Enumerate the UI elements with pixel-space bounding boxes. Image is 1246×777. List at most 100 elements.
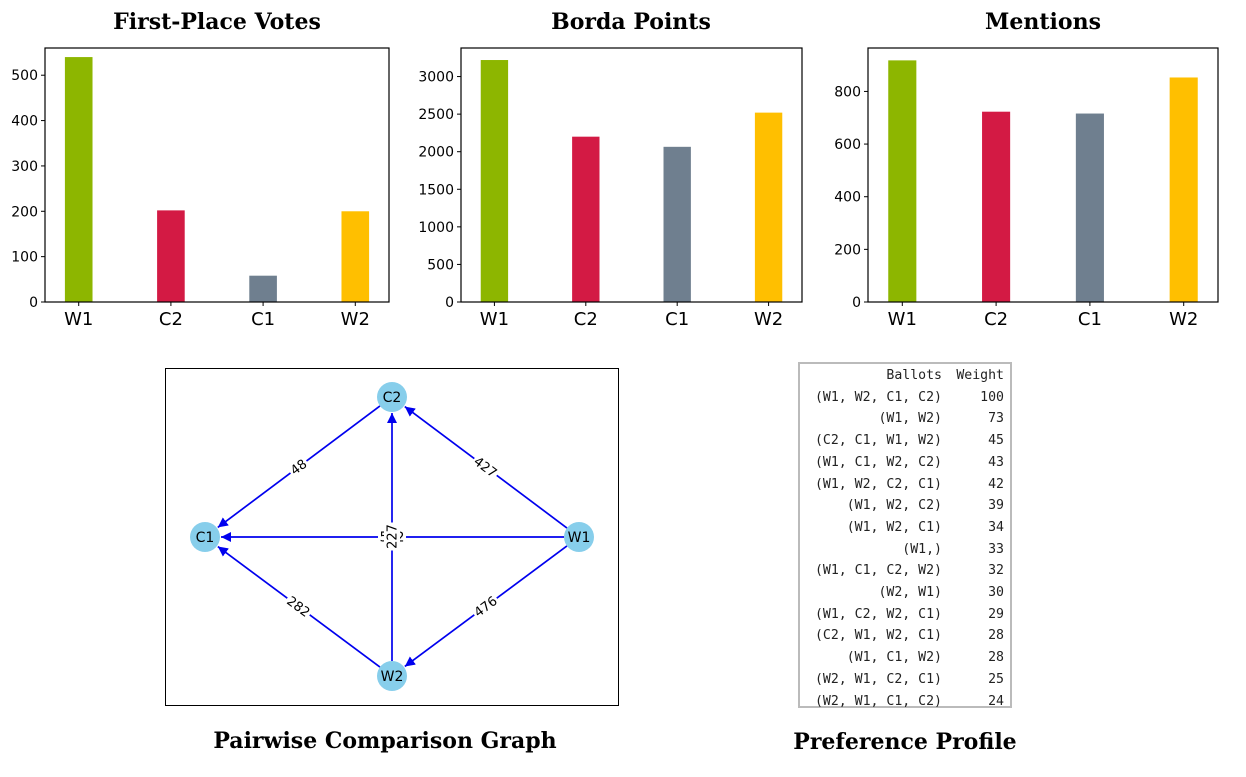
- table-row: (W1, W2, C2, C1) 42: [802, 474, 1006, 496]
- bar-c1: [249, 275, 277, 302]
- chart-title-mentions: Mentions: [985, 9, 1101, 35]
- y-tick-label: 1000: [418, 220, 454, 236]
- header-ballots: Ballots: [886, 368, 942, 383]
- bar-w2: [341, 211, 370, 302]
- weight-cell: 42: [988, 476, 1004, 492]
- ballot-cell: (W2, W1): [878, 585, 942, 601]
- weight-cell: 24: [988, 693, 1004, 709]
- x-tick-label-c2: C2: [159, 309, 183, 330]
- node-c1: [190, 522, 220, 552]
- x-tick-label-w2: W2: [1169, 309, 1198, 330]
- node-w2: [377, 661, 407, 691]
- weight-cell: 32: [988, 563, 1004, 579]
- bar-c2: [157, 210, 185, 302]
- edge-weight-label: 227: [384, 522, 401, 551]
- y-tick-label: 0: [852, 295, 861, 311]
- weight-cell: 29: [988, 606, 1004, 622]
- y-tick-label: 2500: [418, 107, 454, 123]
- plot-frame: [460, 47, 803, 303]
- node-w1: [564, 522, 594, 552]
- weight-cell: 43: [988, 454, 1004, 470]
- node-c2: [377, 382, 407, 412]
- y-tick-label: 300: [11, 159, 38, 175]
- weight-cell: 100: [980, 389, 1004, 405]
- y-tick-label: 500: [427, 257, 454, 273]
- y-tick-label: 2000: [418, 145, 454, 161]
- x-tick-label-c2: C2: [984, 309, 1008, 330]
- x-tick-label-w1: W1: [888, 309, 917, 330]
- weight-cell: 33: [988, 541, 1004, 557]
- bar-c2: [982, 111, 1011, 302]
- y-tick-label: 0: [445, 295, 454, 311]
- x-tick-label-w2: W2: [754, 309, 783, 330]
- y-tick-label: 100: [11, 250, 38, 266]
- ballot-cell: (W1, W2, C2, C1): [814, 476, 942, 492]
- weight-cell: 39: [988, 498, 1004, 514]
- weight-cell: 25: [988, 671, 1004, 687]
- ballot-cell: (W1, W2, C1): [846, 519, 942, 535]
- edge-weight-label: 476: [469, 591, 502, 622]
- y-tick-label: 0: [29, 295, 38, 311]
- ballot-cell: (C2, W1, W2, C1): [814, 628, 942, 644]
- edge-weight-label: 427: [469, 452, 502, 482]
- bar-c1: [1075, 113, 1104, 303]
- x-tick-label-w1: W1: [64, 309, 93, 330]
- bar-w1: [888, 60, 917, 302]
- table-row: (W1, C1, W2) 28: [802, 647, 1006, 669]
- table-row: (W2, W1, C1, C2) 24: [802, 691, 1006, 713]
- y-tick-label: 600: [834, 137, 861, 153]
- y-tick-label: 200: [834, 242, 861, 258]
- table-row: (W1, W2, C2) 39: [802, 495, 1006, 517]
- table-row: (W1, C1, C2, W2) 32: [802, 560, 1006, 582]
- x-tick-label-w1: W1: [480, 309, 509, 330]
- table-row: (W1, W2, C1) 34: [802, 517, 1006, 539]
- x-tick-label-c1: C1: [251, 309, 275, 330]
- bar-chart-first-place-votes: W1 C2 C1 W2 0 100 200 300 400 500: [11, 47, 390, 330]
- preference-profile-table-panel: Ballots Weight (W1, W2, C1, C2) 100 (W1, W…: [798, 362, 1012, 709]
- y-tick-label: 800: [834, 84, 861, 100]
- table-row: (W1, C2, W2, C1) 29: [802, 604, 1006, 626]
- y-tick-label: 500: [11, 68, 38, 84]
- table-row: (W2, W1) 30: [802, 582, 1006, 604]
- plot-frame: [44, 47, 390, 303]
- weight-cell: 45: [988, 433, 1004, 449]
- x-tick-label-w2: W2: [341, 309, 370, 330]
- weight-cell: 34: [988, 519, 1004, 535]
- y-tick-label: 3000: [418, 70, 454, 86]
- bar-chart-mentions: W1 C2 C1 W2 0 200 400 600 800: [834, 47, 1219, 330]
- y-tick-label: 400: [834, 190, 861, 206]
- table-row: (W2, W1, C2, C1) 25: [802, 669, 1006, 691]
- bar-w2: [754, 112, 783, 302]
- graph-title: Pairwise Comparison Graph: [213, 728, 557, 754]
- table-row: (W1, W2) 73: [802, 408, 1006, 430]
- bar-w2: [1169, 77, 1198, 302]
- edge-weight-label: 282: [282, 591, 315, 622]
- bar-c1: [663, 146, 691, 302]
- bar-w1: [64, 57, 93, 302]
- table-row: (C2, W1, W2, C1) 28: [802, 625, 1006, 647]
- ballot-cell: (W1, C1, W2): [846, 650, 942, 666]
- ballot-cell: (W1, C2, W2, C1): [814, 606, 942, 622]
- ballot-cell: (W1,): [902, 541, 942, 557]
- ballot-cell: (W2, W1, C2, C1): [814, 671, 942, 687]
- table-row: (W1,) 33: [802, 539, 1006, 561]
- weight-cell: 30: [988, 585, 1004, 601]
- bar-w1: [480, 60, 509, 302]
- y-tick-label: 200: [11, 204, 38, 220]
- edge-weight-label: 48: [285, 454, 312, 480]
- chart-title-borda: Borda Points: [551, 9, 711, 35]
- preference-profile-table: Ballots Weight (W1, W2, C1, C2) 100 (W1, W…: [802, 365, 1006, 712]
- ballot-cell: (C2, C1, W1, W2): [814, 433, 942, 449]
- y-tick-label: 400: [11, 114, 38, 130]
- node-label-c1: C1: [196, 530, 215, 546]
- y-tick-label: 1500: [418, 182, 454, 198]
- chart-title-first-place: First-Place Votes: [113, 9, 321, 35]
- table-row: (W1, W2, C1, C2) 100: [802, 387, 1006, 409]
- node-label-c2: C2: [383, 390, 402, 406]
- ballot-cell: (W1, W2, C1, C2): [814, 389, 942, 405]
- ballot-cell: (W1, C1, C2, W2): [814, 563, 942, 579]
- ballot-cell: (W2, W1, C1, C2): [814, 693, 942, 709]
- weight-cell: 73: [988, 411, 1004, 427]
- bar-c2: [572, 136, 600, 302]
- bar-chart-borda-points: W1 C2 C1 W2 0 500 1000 1500 2000 2500 3000: [418, 47, 803, 330]
